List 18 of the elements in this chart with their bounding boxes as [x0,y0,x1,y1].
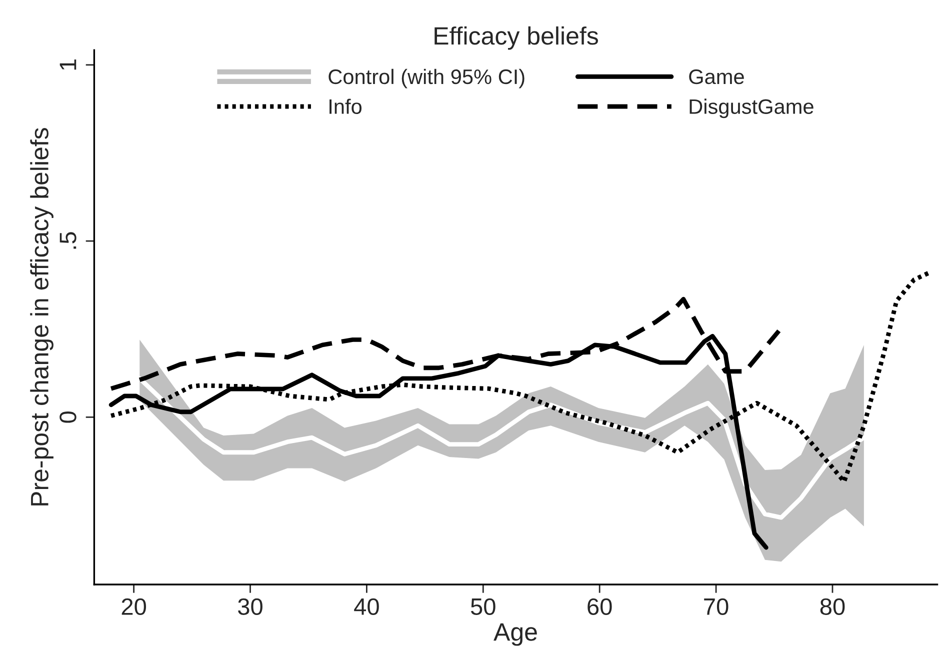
x-tick-label: 70 [704,598,728,616]
legend-label: Info [330,98,362,114]
x-axis-title: Age [494,623,537,646]
y-tick-label: 1 [60,59,76,70]
x-tick-label: 60 [588,598,612,616]
legend-label: Control (with 95% CI) [328,68,524,88]
legend-label: Game [689,69,744,84]
y-axis-title: Pre-post change in efficacy beliefs [30,128,54,506]
y-tick-label: .5 [60,232,76,249]
x-tick-label: 50 [470,598,496,616]
line-series [137,376,866,520]
x-tick-label: 30 [238,598,262,616]
legend-label: DisgustGame [690,98,814,118]
y-tick-label: 0 [60,412,76,423]
x-tick-label: 40 [354,598,379,616]
x-tick-label: 20 [122,598,146,616]
x-tick-label: 80 [820,598,845,616]
chart-title: Efficacy beliefs [434,26,598,50]
